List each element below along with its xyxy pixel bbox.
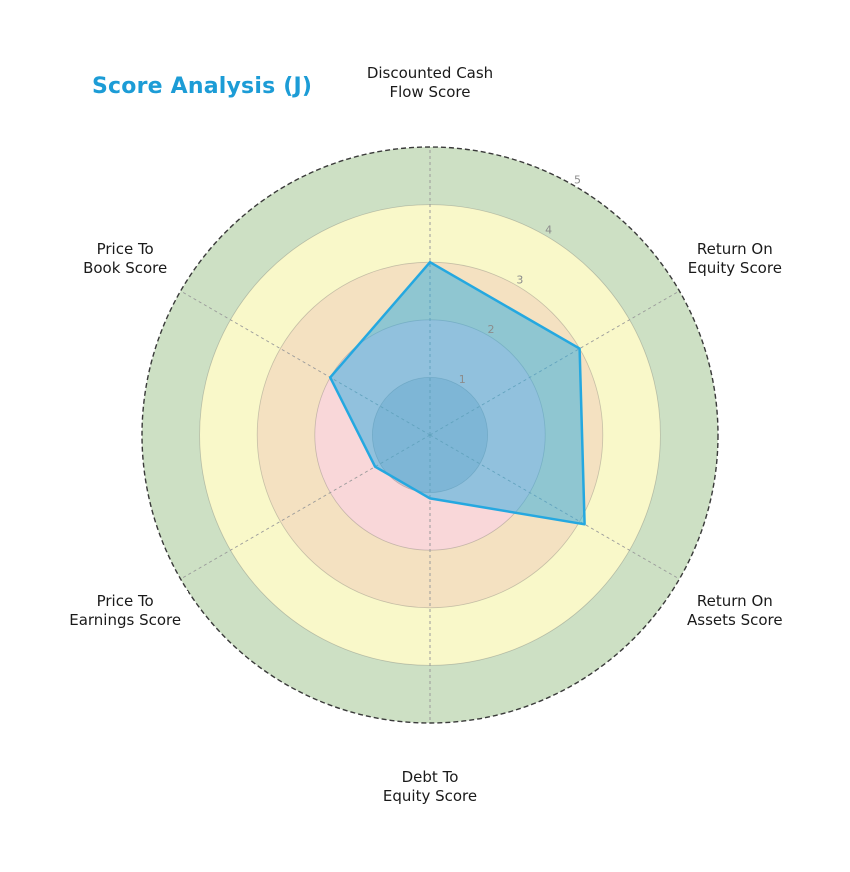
- white-square-artifact: [179, 591, 188, 601]
- radial-tick-4: 4: [545, 223, 552, 236]
- radial-tick-3: 3: [516, 273, 523, 286]
- chart-title: Score Analysis (J): [92, 73, 313, 99]
- outer-boundary-circle: [141, 146, 719, 724]
- radial-tick-1: 1: [459, 373, 466, 386]
- score-polygon: [328, 260, 586, 526]
- radial-tick-5: 5: [574, 174, 581, 187]
- radial-tick-2: 2: [488, 323, 495, 336]
